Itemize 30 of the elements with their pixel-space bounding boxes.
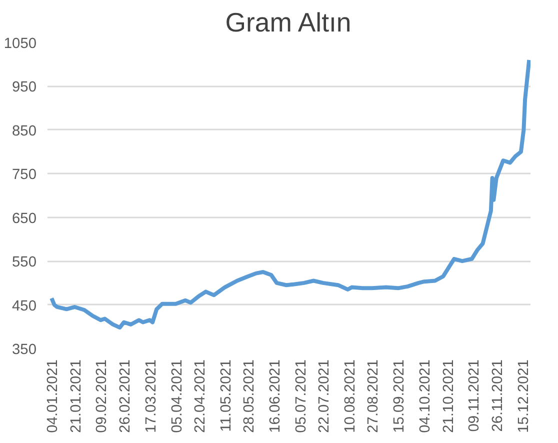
- x-tick-label: 05.07.2021: [293, 359, 310, 433]
- x-tick-label: 21.01.2021: [68, 359, 84, 433]
- x-tick-label: 21.10.2021: [440, 359, 457, 433]
- x-tick-label: 11.05.2021: [218, 360, 234, 432]
- y-tick-label: 950: [12, 80, 37, 96]
- y-tick-label: 1050: [4, 36, 37, 52]
- x-tick-label: 04.01.2021: [45, 359, 62, 433]
- x-tick-label: 22.07.2021: [316, 359, 333, 433]
- x-tick-label: 09.02.2021: [94, 359, 110, 433]
- chart-title: Gram Altın: [225, 8, 352, 38]
- y-tick-label: 750: [12, 167, 37, 184]
- x-tick-label: 04.10.2021: [418, 359, 434, 433]
- y-tick-label: 850: [12, 123, 37, 140]
- x-tick-label: 16.06.2021: [267, 359, 284, 433]
- x-tick-label: 27.08.2021: [366, 359, 382, 433]
- x-tick-label: 15.09.2021: [392, 359, 408, 433]
- x-tick-label: 09.11.2021: [466, 360, 483, 432]
- x-tick-label: 17.03.2021: [143, 359, 160, 433]
- x-tick-label: 26.02.2021: [117, 359, 134, 433]
- y-tick-label: 350: [12, 342, 37, 358]
- y-tick-label: 650: [12, 210, 37, 227]
- x-tick-label: 15.12.2021: [516, 359, 532, 433]
- x-tick-label: 05.04.2021: [169, 359, 186, 433]
- y-tick-label: 550: [12, 254, 37, 271]
- line-series: [50, 58, 530, 330]
- x-tick-label: 28.05.2021: [242, 359, 258, 433]
- x-tick-label: 10.08.2021: [342, 359, 359, 433]
- y-tick-label: 450: [12, 298, 37, 314]
- x-tick-label: 22.04.2021: [192, 359, 208, 433]
- x-tick-label: 26.11.2021: [490, 360, 506, 432]
